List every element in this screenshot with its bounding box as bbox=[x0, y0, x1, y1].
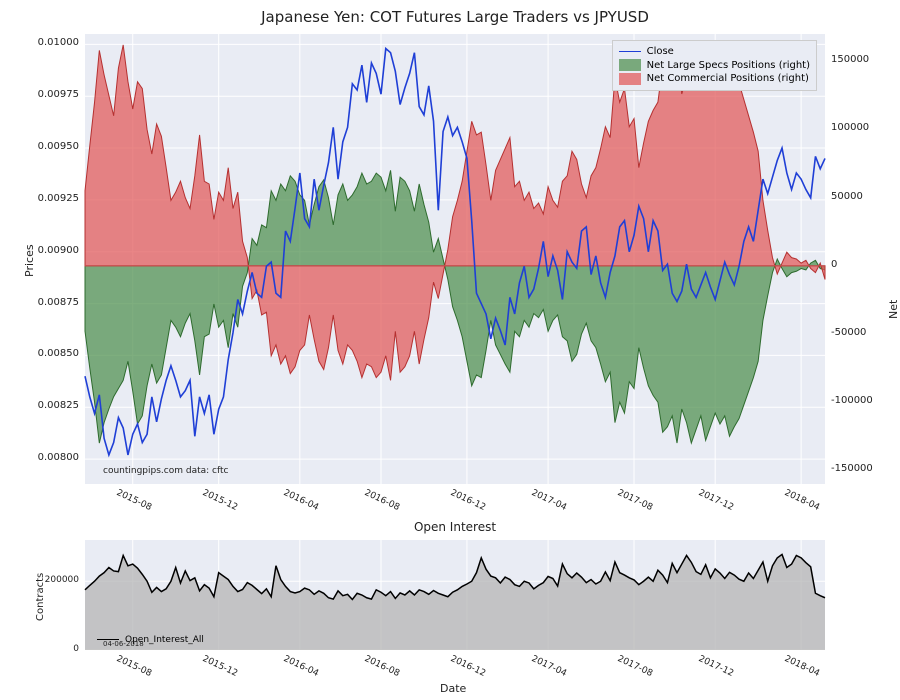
legend-label: Close bbox=[647, 45, 674, 59]
oi-x-tick-label: 2015-08 bbox=[115, 654, 153, 679]
oi-chart-annotation: 04-06-2018 bbox=[103, 640, 144, 648]
oi-x-tick-label: 2017-08 bbox=[616, 654, 654, 679]
main-x-tick-label: 2016-04 bbox=[282, 488, 320, 513]
legend-item: Net Commercial Positions (right) bbox=[619, 72, 810, 86]
legend-swatch-line bbox=[619, 51, 641, 52]
oi-x-tick-label: 2016-04 bbox=[282, 654, 320, 679]
main-x-tick-label: 2017-08 bbox=[616, 488, 654, 513]
oi-y-tick-label: 200000 bbox=[45, 575, 79, 585]
oi-x-tick-label: 2015-12 bbox=[200, 654, 238, 679]
main-left-tick-label: 0.00925 bbox=[38, 193, 79, 204]
oi-x-tick-label: 2018-04 bbox=[783, 654, 821, 679]
main-x-tick-label: 2015-08 bbox=[115, 488, 153, 513]
main-left-tick-label: 0.00950 bbox=[38, 141, 79, 152]
legend-swatch-fill bbox=[619, 73, 641, 85]
main-right-tick-label: -150000 bbox=[831, 463, 873, 474]
main-chart-svg bbox=[85, 34, 825, 484]
main-left-tick-label: 0.00975 bbox=[38, 89, 79, 100]
main-left-axis-label: Prices bbox=[23, 244, 36, 277]
main-chart-axes: Japanese Yen: COT Futures Large Traders … bbox=[85, 34, 825, 484]
main-right-tick-label: -100000 bbox=[831, 395, 873, 406]
legend-swatch-fill bbox=[619, 59, 641, 71]
main-left-tick-label: 0.00900 bbox=[38, 245, 79, 256]
main-right-tick-label: 0 bbox=[831, 259, 837, 270]
main-x-tick-label: 2017-04 bbox=[530, 488, 568, 513]
main-x-tick-label: 2017-12 bbox=[697, 488, 735, 513]
legend-label: Net Commercial Positions (right) bbox=[647, 72, 809, 86]
main-left-tick-label: 0.00875 bbox=[38, 297, 79, 308]
main-x-tick-label: 2015-12 bbox=[200, 488, 238, 513]
oi-chart-title: Open Interest bbox=[85, 520, 825, 534]
main-left-tick-label: 0.00825 bbox=[38, 400, 79, 411]
main-chart-title: Japanese Yen: COT Futures Large Traders … bbox=[85, 8, 825, 26]
main-right-tick-label: 100000 bbox=[831, 122, 869, 133]
main-chart-annotation: countingpips.com data: cftc bbox=[103, 466, 228, 476]
main-x-tick-label: 2016-12 bbox=[449, 488, 487, 513]
oi-chart-axes: Open Interest Open_Interest_All 04-06-20… bbox=[85, 540, 825, 650]
main-x-tick-label: 2016-08 bbox=[363, 488, 401, 513]
legend-item: Close bbox=[619, 45, 810, 59]
main-left-tick-label: 0.00850 bbox=[38, 348, 79, 359]
main-left-tick-label: 0.00800 bbox=[38, 452, 79, 463]
main-x-tick-label: 2018-04 bbox=[783, 488, 821, 513]
legend-label: Net Large Specs Positions (right) bbox=[647, 59, 810, 73]
figure: Japanese Yen: COT Futures Large Traders … bbox=[0, 0, 900, 700]
main-right-tick-label: 50000 bbox=[831, 191, 863, 202]
oi-x-tick-label: 2017-04 bbox=[530, 654, 568, 679]
oi-x-tick-label: 2016-12 bbox=[449, 654, 487, 679]
oi-x-tick-label: 2016-08 bbox=[363, 654, 401, 679]
main-chart-legend: CloseNet Large Specs Positions (right)Ne… bbox=[612, 40, 817, 91]
oi-x-axis-label: Date bbox=[440, 682, 466, 695]
main-right-axis-label: Net Futures Contracts bbox=[887, 266, 900, 319]
oi-x-tick-label: 2017-12 bbox=[697, 654, 735, 679]
legend-item: Net Large Specs Positions (right) bbox=[619, 59, 810, 73]
main-right-tick-label: 150000 bbox=[831, 54, 869, 65]
main-left-tick-label: 0.01000 bbox=[38, 37, 79, 48]
oi-y-tick-label: 0 bbox=[73, 644, 79, 654]
main-right-tick-label: -50000 bbox=[831, 327, 866, 338]
